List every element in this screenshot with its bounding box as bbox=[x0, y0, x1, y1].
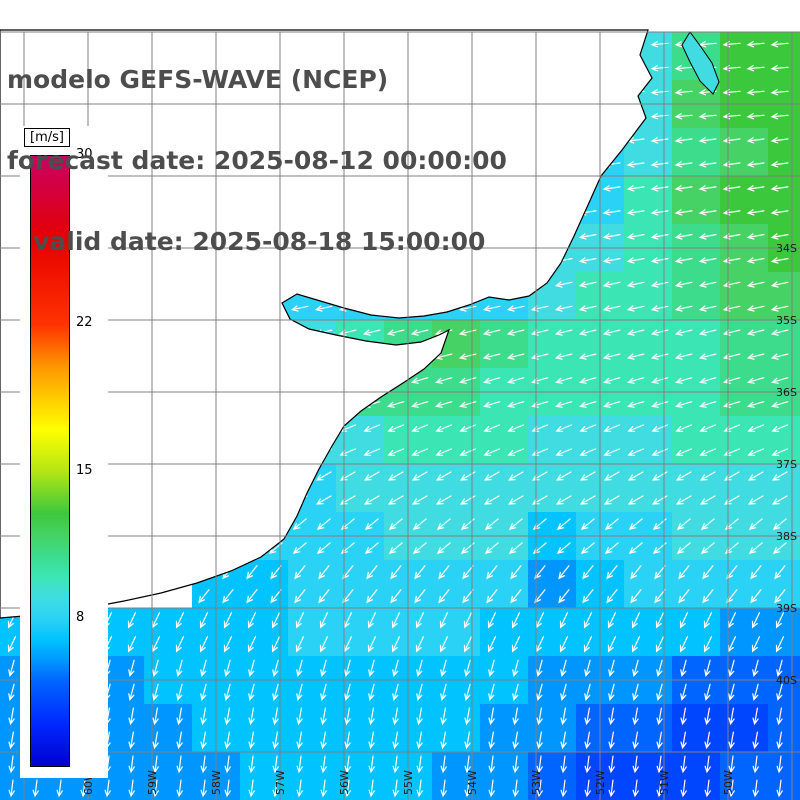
longitude-label: 57W bbox=[274, 770, 287, 795]
longitude-label: 59W bbox=[146, 770, 159, 795]
model-title: modelo GEFS-WAVE (NCEP) bbox=[7, 65, 389, 94]
colorbar: [m/s] 30 22 15 8 bbox=[20, 126, 108, 778]
colorbar-tick-label: 22 bbox=[76, 315, 93, 331]
latitude-label: 34S bbox=[776, 242, 797, 255]
longitude-label: 50W bbox=[722, 770, 735, 795]
longitude-label: 55W bbox=[402, 770, 415, 795]
header: modelo GEFS-WAVE (NCEP) forecast date: 2… bbox=[7, 12, 507, 309]
colorbar-gradient bbox=[30, 155, 70, 767]
colorbar-tick-label: 30 bbox=[76, 147, 93, 162]
latitude-label: 37S bbox=[776, 458, 797, 471]
latitude-label: 35S bbox=[776, 314, 797, 327]
longitude-label: 51W bbox=[658, 770, 671, 795]
latitude-label: 38S bbox=[776, 530, 797, 543]
latitude-label: 39S bbox=[776, 602, 797, 615]
longitude-label: 56W bbox=[338, 770, 351, 795]
latitude-label: 40S bbox=[776, 674, 797, 687]
colorbar-unit-label: [m/s] bbox=[24, 128, 70, 147]
longitude-label: 54W bbox=[466, 770, 479, 795]
coastal-lagoon bbox=[681, 31, 720, 95]
forecast-date-label: forecast date: 2025-08-12 00:00:00 bbox=[7, 146, 507, 175]
longitude-label: 52W bbox=[594, 770, 607, 795]
longitude-label: 53W bbox=[530, 770, 543, 795]
colorbar-tick-label: 8 bbox=[76, 609, 85, 625]
valid-date-label: valid date: 2025-08-18 15:00:00 bbox=[7, 227, 486, 256]
latitude-label: 36S bbox=[776, 386, 797, 399]
colorbar-tick-label: 15 bbox=[76, 462, 93, 478]
graticule bbox=[0, 31, 800, 800]
longitude-label: 58W bbox=[210, 770, 223, 795]
land-coastline bbox=[0, 29, 653, 619]
